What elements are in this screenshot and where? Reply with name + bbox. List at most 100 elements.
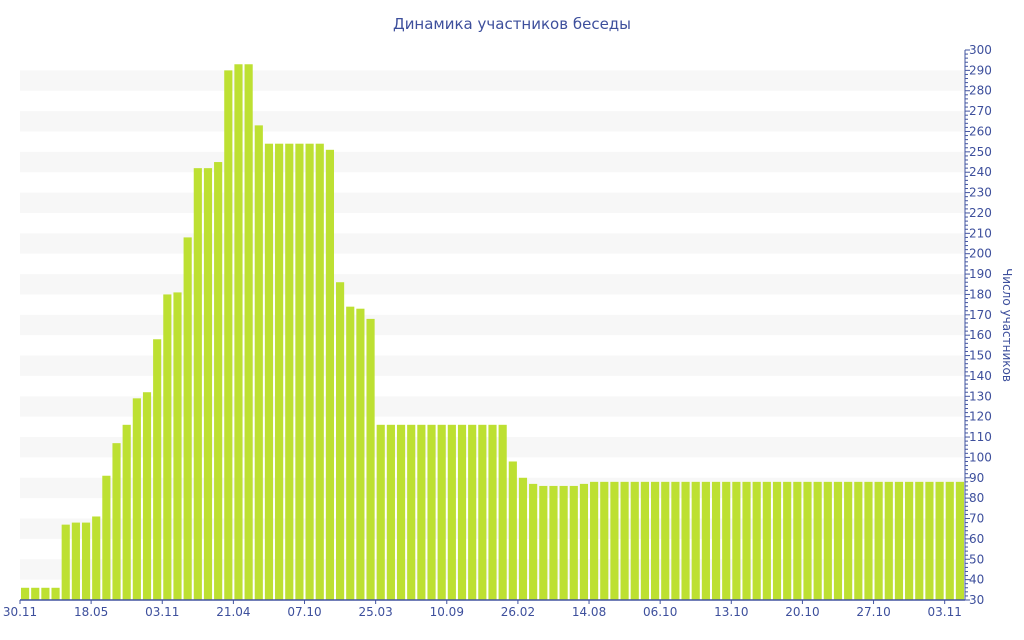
x-tick-label: 25.03 xyxy=(358,605,392,619)
y-tick-label: 230 xyxy=(969,186,992,200)
bar xyxy=(742,481,751,600)
bar xyxy=(864,481,873,600)
bar xyxy=(579,483,589,600)
bar xyxy=(549,485,558,600)
bar xyxy=(325,149,334,600)
bar xyxy=(132,398,141,600)
x-tick-label: 07.10 xyxy=(287,605,321,619)
y-tick-label: 70 xyxy=(969,512,984,526)
bar xyxy=(498,424,507,600)
bar xyxy=(264,143,274,600)
bar xyxy=(752,481,761,600)
bar xyxy=(732,481,741,600)
bar xyxy=(468,424,477,600)
y-tick-label: 260 xyxy=(969,124,992,138)
bar xyxy=(407,424,416,600)
y-tick-label: 290 xyxy=(969,63,992,77)
bar xyxy=(600,481,609,600)
x-tick-label: 03.11 xyxy=(145,605,179,619)
bar xyxy=(884,481,893,600)
y-tick-label: 60 xyxy=(969,532,984,546)
x-tick-label: 06.10 xyxy=(643,605,677,619)
bar xyxy=(722,481,731,600)
bars xyxy=(21,64,964,601)
bar xyxy=(793,481,802,600)
bar xyxy=(366,318,375,600)
x-axis: 30.11 18.05 03.11 21.04 07.10 25.03 10.09 26.02… xyxy=(3,599,965,619)
bar xyxy=(915,481,924,600)
bar xyxy=(955,481,964,600)
y-tick-label: 220 xyxy=(969,206,992,220)
bar xyxy=(457,424,467,600)
x-tick-label: 30.11 xyxy=(3,605,37,619)
bar xyxy=(275,143,284,600)
y-tick-label: 90 xyxy=(969,471,984,485)
bar xyxy=(447,424,456,600)
bar xyxy=(305,143,314,600)
grid-band xyxy=(20,274,965,295)
bar xyxy=(163,294,172,600)
bar xyxy=(183,237,192,600)
bar xyxy=(41,587,50,600)
bar xyxy=(51,587,60,600)
bar xyxy=(925,481,934,600)
bar xyxy=(539,485,548,600)
x-tick-label: 14.08 xyxy=(572,605,606,619)
bar xyxy=(569,485,578,600)
y-tick-label: 190 xyxy=(969,267,992,281)
x-tick-label: 20.10 xyxy=(785,605,819,619)
y-tick-label: 210 xyxy=(969,226,992,240)
bar xyxy=(518,477,528,600)
bar xyxy=(376,424,385,600)
bar xyxy=(833,481,843,600)
y-tick-label: 50 xyxy=(969,552,984,566)
bar xyxy=(640,481,649,600)
bar xyxy=(772,481,782,600)
bar xyxy=(285,143,294,600)
bar xyxy=(823,481,832,600)
y-tick-label: 170 xyxy=(969,308,992,322)
bar xyxy=(478,424,487,600)
bar xyxy=(244,64,253,600)
x-tick-label: 27.10 xyxy=(856,605,890,619)
y-tick-label: 40 xyxy=(969,573,984,587)
y-tick-label: 30 xyxy=(969,593,984,607)
bar xyxy=(762,481,771,600)
bar xyxy=(153,339,162,600)
bar xyxy=(661,481,670,600)
x-tick-label: 10.09 xyxy=(430,605,464,619)
bar xyxy=(173,292,182,600)
bar xyxy=(803,481,812,600)
y-tick-label: 110 xyxy=(969,430,992,444)
bar xyxy=(905,481,914,600)
bar xyxy=(315,143,324,600)
y-tick-label: 270 xyxy=(969,104,992,118)
bar xyxy=(31,587,40,600)
grid-band xyxy=(20,192,965,213)
bar xyxy=(346,306,355,600)
y-tick-label: 180 xyxy=(969,287,992,301)
bar xyxy=(671,481,680,600)
x-tick-label: 21.04 xyxy=(216,605,250,619)
y-tick-label: 280 xyxy=(969,84,992,98)
bar xyxy=(203,168,213,600)
grid-band xyxy=(20,314,965,336)
bar xyxy=(813,481,822,600)
bar xyxy=(81,522,91,600)
x-tick-label: 03.11 xyxy=(927,605,961,619)
bar xyxy=(92,516,101,600)
bar xyxy=(142,392,152,600)
y-tick-label: 200 xyxy=(969,247,992,261)
bar xyxy=(701,481,710,600)
grid-band xyxy=(20,151,965,173)
y-tick-label: 250 xyxy=(969,145,992,159)
bar xyxy=(295,143,304,600)
x-tick-label: 18.05 xyxy=(74,605,108,619)
y-axis: 30 40 50 60 70 80 90 100 110 120 130 140 150 160 170 18… xyxy=(964,43,992,607)
y-tick-label: 300 xyxy=(969,43,992,57)
bar xyxy=(102,475,111,600)
bar xyxy=(224,70,233,601)
bar xyxy=(783,481,792,600)
bar xyxy=(336,282,345,600)
